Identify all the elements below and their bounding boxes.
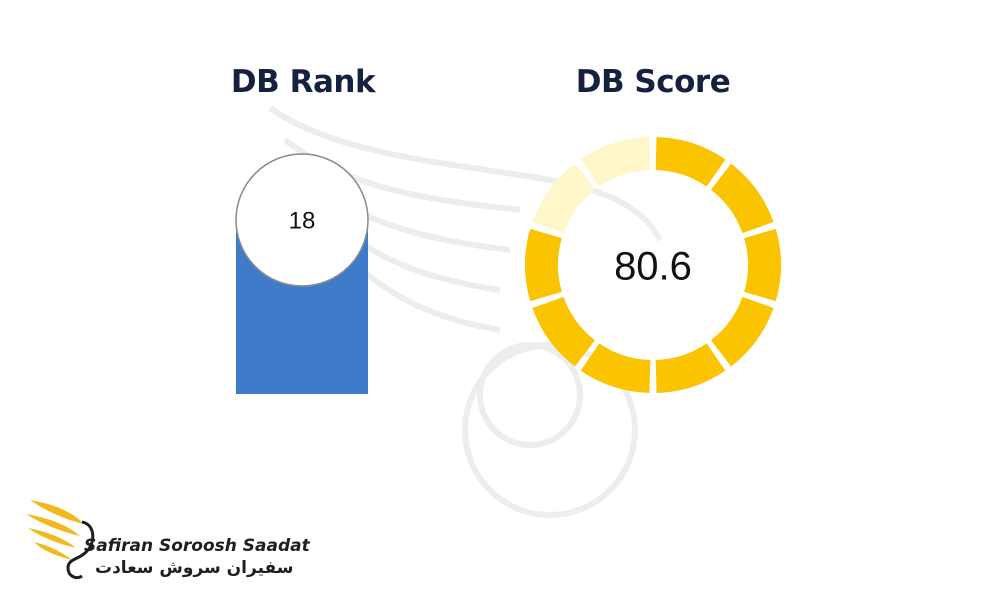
db-rank-value-label: 18 [289, 207, 316, 234]
brand-name-fa: سفیران سروش سعادت [95, 558, 294, 578]
logo-feather [34, 542, 72, 560]
db-score-segment-filled [580, 343, 651, 393]
brand-name-en: Safiran Soroosh Saadat [84, 536, 310, 556]
db-rank-title: DB Rank [230, 64, 376, 100]
db-score-segment-empty [580, 137, 651, 187]
db-score-value-label: 80.6 [614, 245, 692, 289]
logo-swirl [66, 520, 95, 580]
db-score-segment-filled [744, 228, 781, 302]
db-score-segment-filled [655, 343, 726, 393]
db-score-segment-filled [710, 296, 774, 367]
db-score-segment-empty [532, 163, 596, 234]
brand-logo-icon [26, 500, 95, 580]
db-score-segment-filled [710, 163, 774, 234]
logo-feather [26, 514, 80, 536]
logo-feather [30, 500, 84, 524]
db-score-title: DB Score [575, 64, 731, 100]
db-rank-bubble [235, 153, 369, 287]
db-score-segment-filled [532, 296, 596, 367]
db-score-segment-filled [655, 137, 726, 187]
db-score-segment-filled [525, 228, 562, 302]
logo-feather [28, 528, 76, 548]
